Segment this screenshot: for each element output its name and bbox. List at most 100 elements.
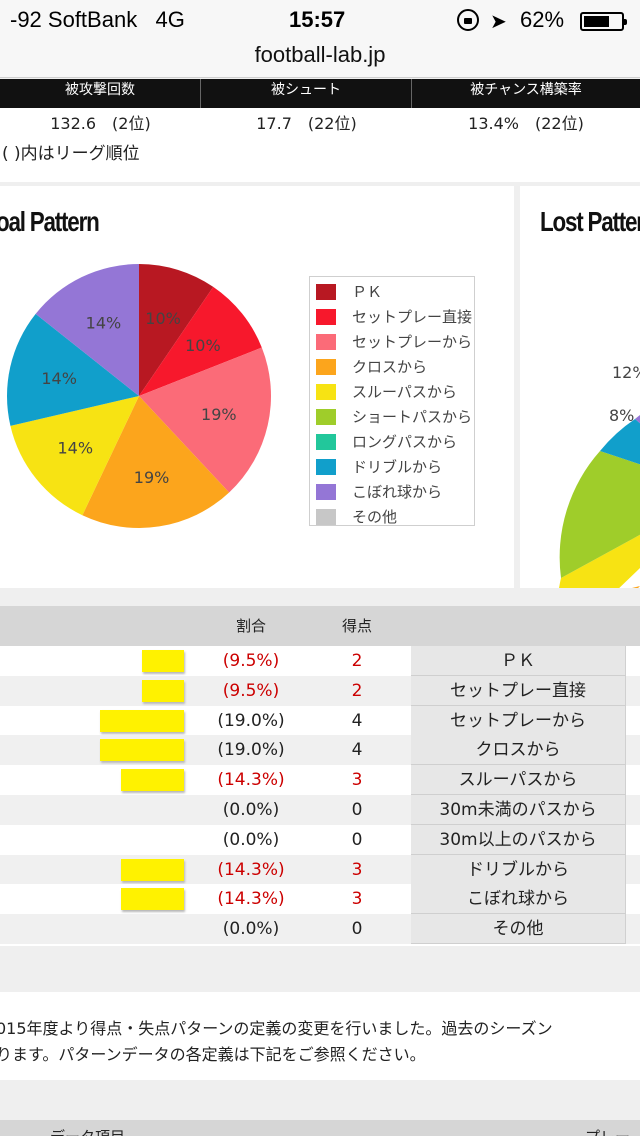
- ratio-value: (0.0%): [222, 800, 280, 820]
- pie-slice-8: [35, 264, 140, 396]
- goal-pattern-title: oal Pattern: [0, 206, 100, 237]
- table-row: (19.0%) 4 セットプレーから: [0, 705, 640, 736]
- lost-label-8: 8%: [609, 406, 634, 425]
- carrier-signal: -92 SoftBank 4G: [10, 7, 185, 33]
- definition-change-notes: 015年度より得点・失点パターンの定義の変更を行いました。過去のシーズン ります…: [0, 992, 640, 1080]
- lost-pattern-panel: Lost Pattern 12% 8%: [520, 186, 640, 588]
- pie-slice-7: [6, 313, 140, 426]
- table-row: (0.0%) 0 30m以上のパスから: [0, 824, 640, 855]
- table-row: (9.5%) 2 ＰＫ: [0, 646, 640, 676]
- ratio-bar: [100, 739, 184, 762]
- status-bar: -92 SoftBank 4G 15:57 ➤ 62%: [0, 0, 640, 40]
- pattern-name: スルーパスから: [411, 765, 626, 796]
- points-value: 3: [351, 859, 363, 880]
- legend-swatch: [316, 334, 336, 350]
- legend-swatch: [316, 384, 336, 400]
- pattern-name: 30m未満のパスから: [411, 795, 626, 825]
- ratio-value: (19.0%): [217, 710, 285, 731]
- lost-pattern-pie-chart: 12% 8%: [559, 363, 640, 588]
- battery-percent: 62%: [520, 7, 565, 32]
- points-value: 0: [351, 919, 363, 940]
- table-row: (0.0%) 0 30m未満のパスから: [0, 795, 640, 825]
- points-value: 3: [351, 889, 363, 910]
- legend-label: ショートパスから: [352, 408, 473, 426]
- legend-swatch: [316, 484, 336, 500]
- legend-swatch: [316, 309, 336, 325]
- lost-slice-green: [559, 451, 640, 578]
- goal-pattern-panel: oal Pattern 10% 10% 19% 19% 14% 14% 14% ＰＫ セットプ…: [0, 186, 514, 588]
- points-value: 0: [351, 829, 363, 850]
- header-points: 得点: [341, 617, 372, 635]
- legend-swatch: [316, 459, 336, 475]
- lost-pattern-title: Lost Pattern: [540, 206, 640, 237]
- header-ratio: 割合: [235, 617, 266, 635]
- ratio-value: (9.5%): [222, 651, 280, 671]
- points-value: 3: [351, 770, 363, 791]
- lost-label-12: 12%: [612, 363, 640, 382]
- table-row: (9.5%) 2 セットプレー直接: [0, 675, 640, 706]
- points-value: 0: [351, 800, 363, 820]
- ratio-bar: [121, 858, 184, 881]
- table-header: 割合 得点: [0, 606, 640, 646]
- notes-line-2: ります。パターンデータの各定義は下記をご参照ください。: [0, 1045, 426, 1064]
- legend-label: ＰＫ: [352, 283, 383, 301]
- clock: 15:57: [289, 7, 346, 32]
- network-type: 4G: [155, 7, 185, 32]
- pie-slice-label-3: 19%: [134, 468, 170, 487]
- pie-slice-label-8: 14%: [86, 313, 122, 332]
- pattern-name: ＰＫ: [411, 646, 626, 676]
- notes-line-1: 015年度より得点・失点パターンの定義の変更を行いました。過去のシーズン: [0, 1019, 553, 1038]
- pie-slice-2: [139, 347, 271, 493]
- legend-label: クロスから: [352, 358, 428, 376]
- ratio-value: (14.3%): [217, 770, 285, 791]
- legend-swatch: [316, 284, 336, 300]
- goal-pattern-table: 割合 得点 (9.5%) 2 ＰＫ (9.5%) 2 セットプレー直接 (19.0%) 4 セッ…: [0, 606, 640, 946]
- table-row: (0.0%) 0 その他: [0, 914, 640, 945]
- table-row: (14.3%) 3 こぼれ球から: [0, 884, 640, 915]
- legend-swatch: [316, 409, 336, 425]
- pie-slice-1: [139, 286, 262, 396]
- address-bar[interactable]: football-lab.jp: [0, 40, 640, 78]
- header-data-item: データ項目: [50, 1126, 125, 1136]
- table-row: (14.3%) 3 スルーパスから: [0, 765, 640, 796]
- defense-stats-header: 被攻撃回数 被シュート 被チャンス構築率: [0, 79, 640, 108]
- pie-slice-3: [82, 396, 230, 528]
- points-value: 4: [351, 710, 363, 731]
- legend-swatch: [316, 434, 336, 450]
- points-value: 4: [351, 740, 363, 761]
- pattern-name: セットプレー直接: [411, 675, 626, 706]
- ratio-value: (14.3%): [217, 889, 285, 910]
- table-row: (14.3%) 3 ドリブルから: [0, 854, 640, 885]
- points-value: 2: [351, 680, 363, 701]
- rotation-lock-icon: [457, 9, 479, 31]
- pattern-name: クロスから: [411, 735, 626, 766]
- legend-label: その他: [352, 508, 398, 526]
- lost-slice-blue: [600, 419, 640, 465]
- legend-label: こぼれ球から: [352, 483, 443, 501]
- pattern-name: その他: [411, 914, 626, 945]
- ratio-bar: [121, 769, 184, 792]
- legend-swatch: [316, 509, 336, 525]
- goal-pattern-legend: ＰＫ セットプレー直接 セットプレーから クロスから スルーパスから ショートパスから ロン…: [309, 276, 475, 526]
- ratio-value: (14.3%): [217, 859, 285, 880]
- lost-slice-yellow: [559, 534, 640, 588]
- url-text[interactable]: football-lab.jp: [254, 42, 386, 67]
- league-rank-note: ( )内はリーグ順位: [0, 142, 640, 182]
- legend-label: セットプレー直接: [352, 308, 473, 326]
- ratio-value: (19.0%): [217, 740, 285, 761]
- ratio-value: (0.0%): [222, 829, 280, 850]
- ratio-bar: [100, 709, 184, 732]
- value-chance-rate: 13.4% (22位): [468, 114, 584, 133]
- legend-label: ドリブルから: [352, 458, 443, 476]
- pie-slice-label-7: 14%: [41, 369, 77, 388]
- ratio-bar: [142, 650, 184, 672]
- definitions-table-header: データ項目 プレー: [0, 1120, 640, 1136]
- ratio-value: (9.5%): [222, 680, 280, 701]
- legend-label: ロングパスから: [352, 433, 458, 451]
- legend-label: セットプレーから: [352, 333, 473, 351]
- goal-pattern-pie-chart: 10%10% 19% 19% 14% 14% 14%: [6, 264, 271, 528]
- lost-slice-orange: [632, 586, 640, 588]
- header-play: プレー: [585, 1126, 630, 1136]
- header-attacked-count: 被攻撃回数: [0, 79, 201, 108]
